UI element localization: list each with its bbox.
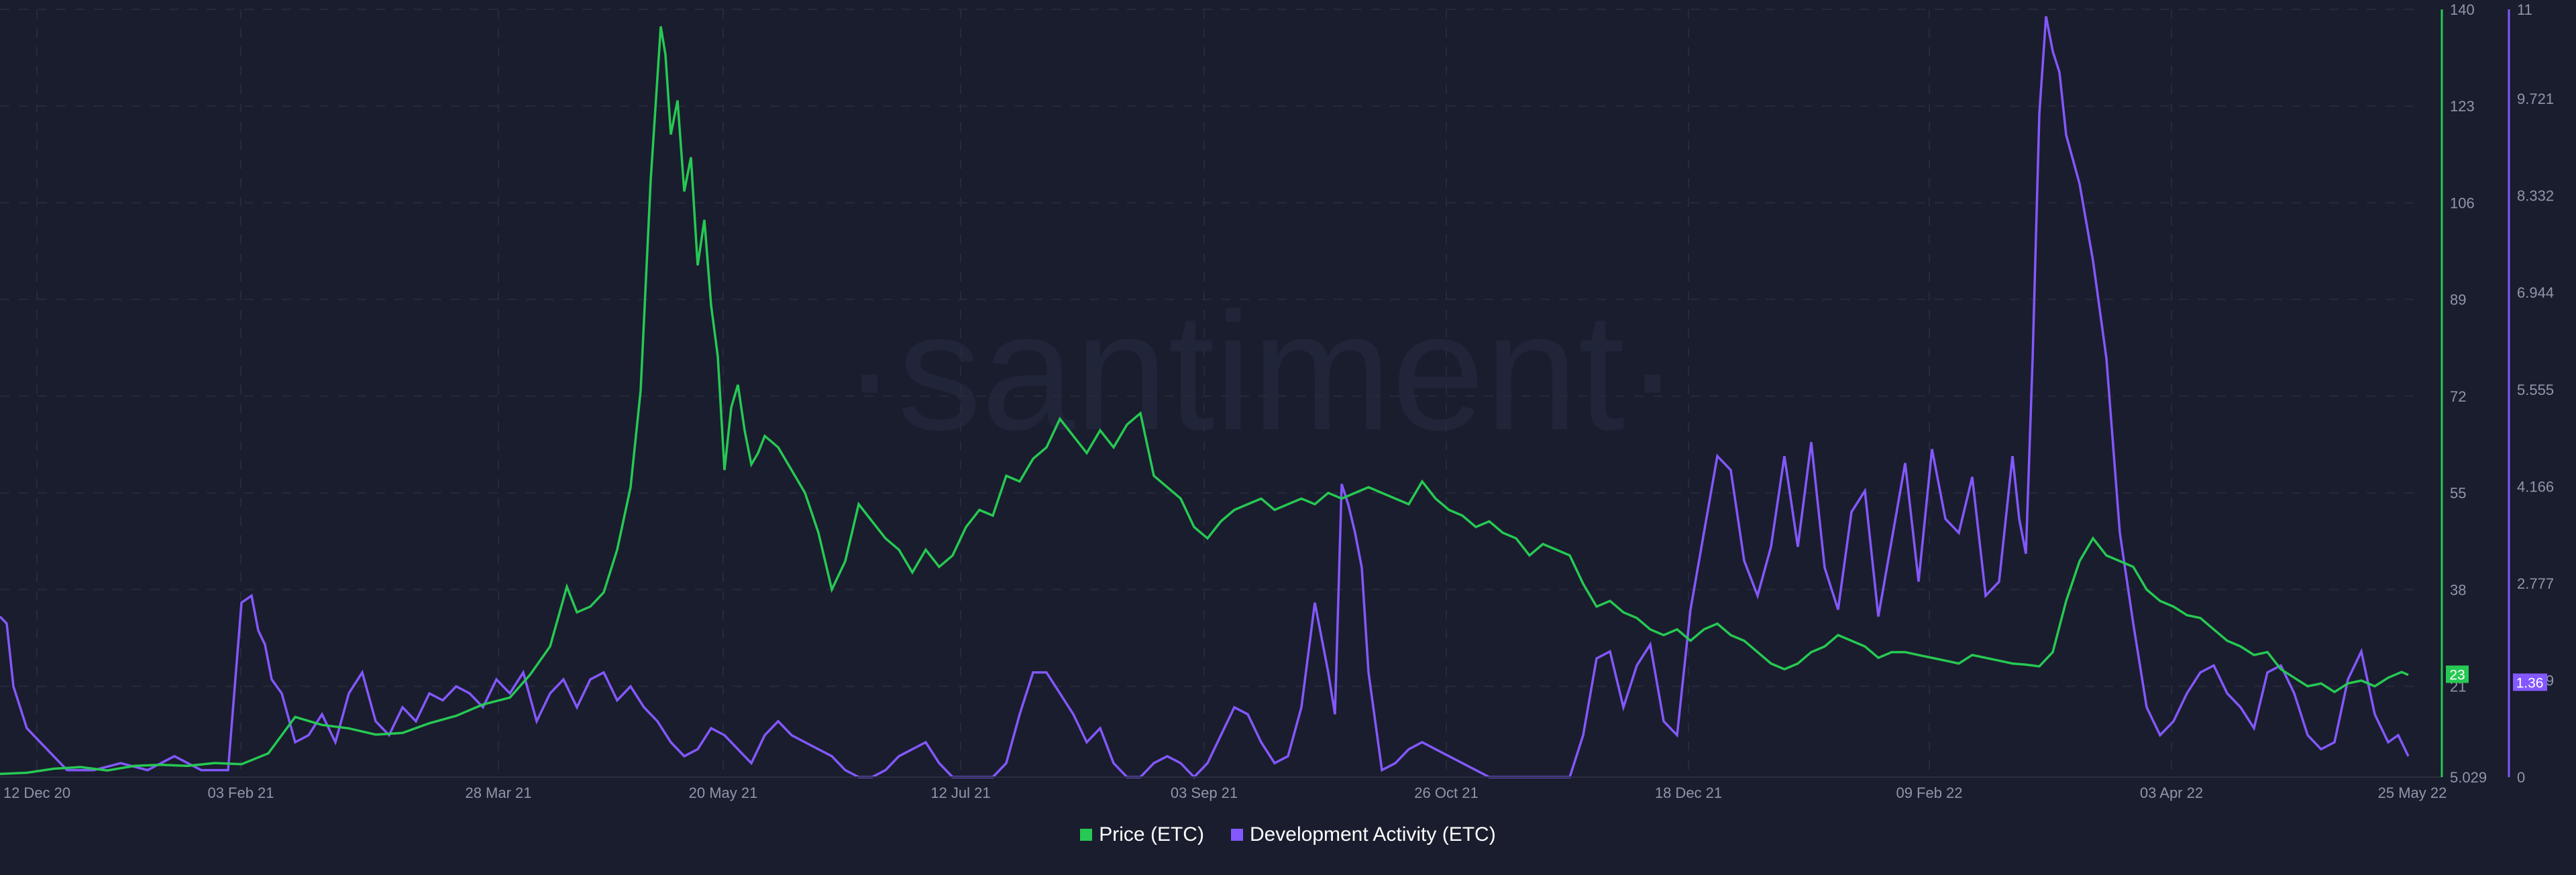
legend-item-price[interactable]: Price (ETC) — [1080, 823, 1204, 846]
legend-label-dev-activity: Development Activity (ETC) — [1249, 823, 1496, 845]
price-axis-tick-label: 89 — [2450, 292, 2466, 308]
x-tick-label: 18 Dec 21 — [1655, 784, 1722, 801]
x-tick-label: 25 May 22 — [2378, 784, 2447, 801]
svg-text:1.36: 1.36 — [2516, 675, 2544, 691]
price-axis-tick-label: 140 — [2450, 1, 2475, 18]
price-axis-tick-label: 123 — [2450, 98, 2475, 115]
x-tick-label: 20 May 21 — [689, 784, 758, 801]
dev-activity-line[interactable] — [0, 16, 2410, 779]
x-tick-label: 03 Apr 22 — [2140, 784, 2203, 801]
price-axis-tick-label: 55 — [2450, 485, 2466, 502]
santiment-watermark: ·santiment· — [842, 278, 1680, 465]
dev-axis-tick-label: 2.777 — [2517, 575, 2554, 592]
legend-label-price: Price (ETC) — [1099, 823, 1204, 845]
price-swatch-icon — [1080, 829, 1093, 841]
dev-axis-tick-label: 8.332 — [2517, 188, 2554, 205]
price-axis-tick-label: 72 — [2450, 388, 2466, 405]
price-axis-tick-label: 106 — [2450, 194, 2475, 211]
x-tick-label: 12 Dec 20 — [3, 784, 70, 801]
watermark: ·santiment· — [842, 278, 1680, 465]
series-lines — [0, 16, 2410, 779]
legend-item-dev-activity[interactable]: Development Activity (ETC) — [1230, 823, 1496, 846]
svg-text:23: 23 — [2449, 668, 2465, 683]
dev-axis-tick-label: 9.721 — [2517, 91, 2554, 107]
dev-axis-tick-label: 11 — [2517, 1, 2532, 18]
x-tick-label: 26 Oct 21 — [1414, 784, 1478, 801]
price-axis-tick-label: 38 — [2450, 581, 2466, 598]
dev-axis-tick-label: 5.555 — [2517, 382, 2554, 398]
price-current-badge: 23 — [2446, 665, 2469, 683]
dev-axis-tick-label: 0 — [2517, 769, 2525, 786]
x-tick-label: 03 Feb 21 — [207, 784, 274, 801]
x-tick-label: 09 Feb 22 — [1896, 784, 1962, 801]
legend: Price (ETC) Development Activity (ETC) — [0, 823, 2576, 846]
dev-axis-tick-label: 4.166 — [2517, 478, 2554, 495]
x-tick-label: 28 Mar 21 — [465, 784, 531, 801]
grid — [0, 9, 2415, 777]
dev-axis-tick-label: 6.944 — [2517, 284, 2554, 301]
x-tick-label: 12 Jul 21 — [930, 784, 990, 801]
axes: 12 Dec 20 03 Feb 21 28 Mar 21 20 May 21 12 J… — [0, 1, 2554, 801]
price-axis-tick-label: 5.029 — [2450, 769, 2487, 786]
dev-activity-current-badge: 1.36 — [2513, 673, 2547, 691]
x-tick-label: 03 Sep 21 — [1171, 784, 1238, 801]
price-line[interactable] — [0, 26, 2409, 775]
dev-activity-swatch-icon — [1230, 829, 1243, 841]
